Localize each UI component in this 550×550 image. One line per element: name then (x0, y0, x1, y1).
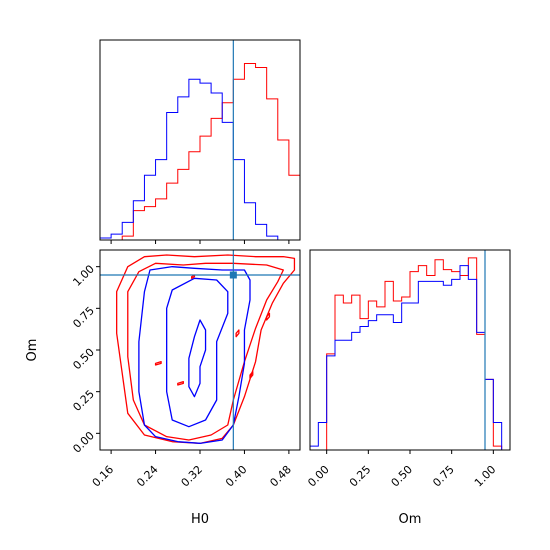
joint-xtick-label-1: 0.24 (134, 463, 161, 490)
om-hist-series-0 (310, 257, 510, 451)
joint-ytick-label-1: 0.25 (70, 387, 97, 414)
om-hist-xtick-label-4: 1.00 (472, 463, 499, 490)
joint-xtick-label-3: 0.40 (223, 463, 250, 490)
joint-ytick-label-3: 0.75 (70, 304, 97, 331)
joint-y-axis-label: Om (25, 339, 40, 362)
om-hist-xtick-label-3: 0.75 (430, 463, 457, 490)
joint-contour-5 (154, 361, 162, 366)
joint-contour-3 (166, 277, 229, 428)
om-hist-xtick-label-1: 0.25 (347, 463, 374, 490)
joint-xtick-label-0: 0.16 (90, 463, 117, 490)
joint-contour-7 (235, 329, 240, 338)
joint-xtick-label-2: 0.32 (179, 463, 206, 490)
joint-contour-8 (249, 371, 254, 379)
joint-frame (99, 249, 301, 451)
joint-ytick-label-2: 0.50 (70, 346, 97, 373)
joint-contour-10 (177, 381, 184, 386)
om-hist-frame (309, 249, 511, 451)
joint-contour-9 (266, 312, 271, 321)
h0-om-contour-panel: 0.16 0.24 0.32 0.40 0.48 0.00 0.25 0.50 0.75 1.00 (70, 249, 301, 490)
om-histogram-panel: 0.00 0.25 0.50 0.75 1.00 (305, 249, 511, 490)
h0-hist-series-0 (100, 63, 301, 241)
joint-xtick-label-4: 0.48 (267, 463, 294, 490)
om-hist-xtick-label-0: 0.00 (305, 463, 332, 490)
h0-histogram-panel (99, 39, 301, 244)
joint-ytick-label-0: 0.00 (70, 429, 97, 456)
om-hist-xtick-label-2: 0.50 (389, 463, 416, 490)
om-hist-series-1 (310, 265, 510, 451)
joint-truth-marker (229, 271, 237, 279)
joint-ytick-label-4: 1.00 (70, 262, 97, 289)
joint-x-axis-label: H0 (191, 512, 209, 527)
joint-contour-1 (127, 262, 284, 441)
joint-contour-2 (138, 266, 251, 444)
h0-hist-series-1 (100, 78, 300, 241)
joint-contour-4 (188, 319, 207, 398)
om-hist-x-axis-label: Om (399, 512, 422, 527)
h0-hist-frame (99, 39, 301, 241)
